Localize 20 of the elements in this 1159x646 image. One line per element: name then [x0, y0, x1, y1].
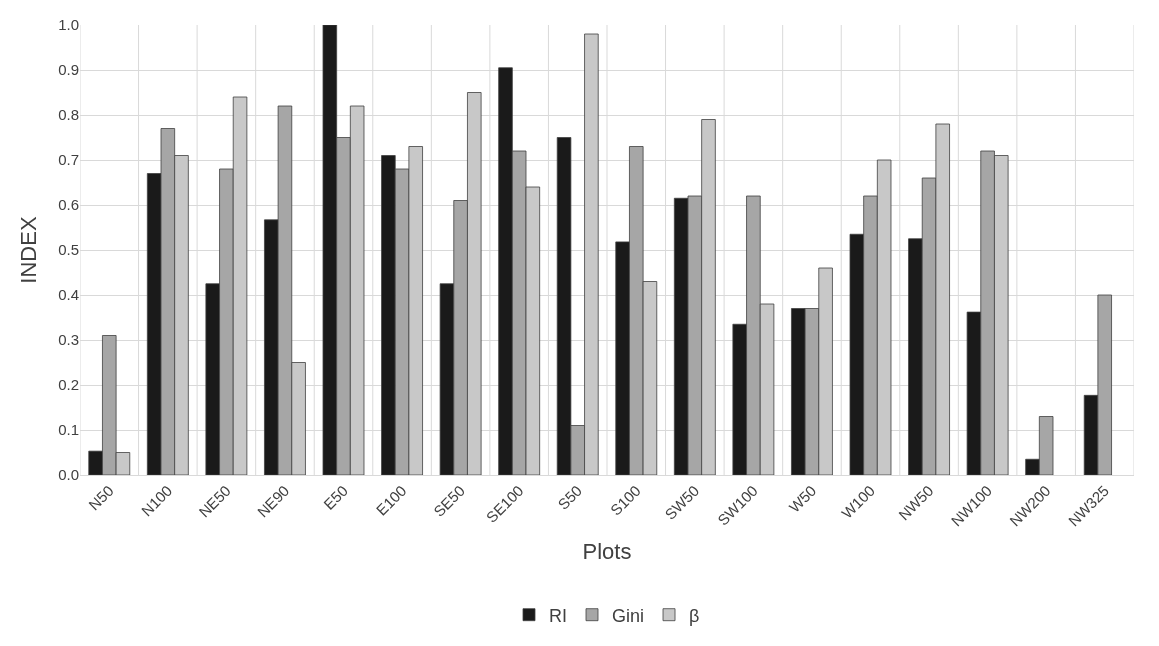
x-tick-label: E50: [320, 481, 351, 513]
legend-label: Gini: [612, 605, 645, 626]
y-tick-label: 0.7: [58, 151, 79, 169]
y-tick-label: 0.1: [58, 421, 79, 439]
y-tick-label: 0.0: [58, 466, 79, 484]
y-tick-label: 0.9: [58, 61, 79, 79]
x-tick-label: S50: [554, 481, 586, 513]
y-tick-label: 1.0: [58, 16, 79, 34]
legend-label: β: [689, 605, 700, 626]
y-tick-label: 0.5: [58, 241, 79, 259]
y-tick-label: 0.2: [58, 376, 79, 394]
y-tick-label: 0.6: [58, 196, 79, 214]
legend-label: RI: [549, 605, 567, 626]
x-tick-label: N50: [85, 481, 117, 514]
y-tick-label: 0.3: [58, 331, 79, 349]
y-axis-title: INDEX: [15, 216, 41, 284]
x-tick-label: W50: [785, 481, 820, 516]
y-tick-label: 0.4: [58, 286, 79, 304]
x-axis-title: Plots: [582, 539, 632, 565]
y-tick-label: 0.8: [58, 106, 79, 124]
